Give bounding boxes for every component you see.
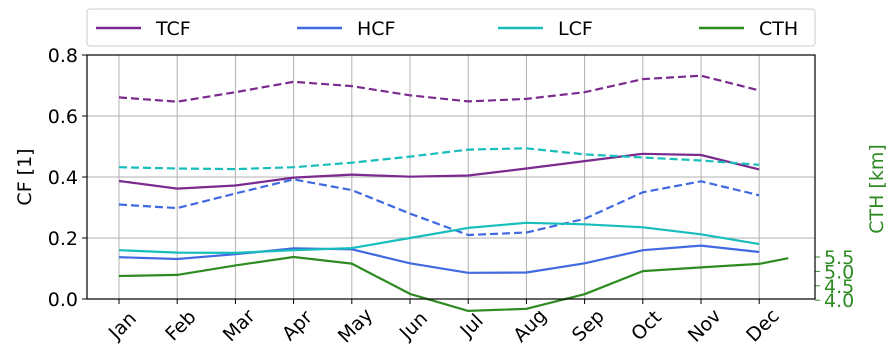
left-y-tick-label: 0.6 <box>48 106 78 128</box>
legend-label-lcf: LCF <box>558 18 593 40</box>
x-axis: Jan Feb Mar Apr May Jun Jul Aug Sep Oct Nov Dec <box>104 299 784 347</box>
x-tick-label: Oct <box>627 306 666 345</box>
x-tick-label: Sep <box>568 305 609 346</box>
x-tick-label: Jun <box>395 307 432 344</box>
x-tick-label: Dec <box>742 305 784 347</box>
left-y-tick-label: 0.8 <box>48 45 78 67</box>
left-y-tick-label: 0.0 <box>48 289 78 311</box>
plot-frame <box>86 54 816 300</box>
series-line-tcf-dashed <box>118 74 760 103</box>
series-line-lcf-dashed <box>118 147 760 171</box>
series-lines <box>118 74 789 312</box>
x-tick-label: May <box>334 304 377 347</box>
left-y-tick-label: 0.2 <box>48 228 78 250</box>
x-tick-label: Jul <box>455 310 487 342</box>
grid <box>87 54 815 300</box>
right-y-tick-label: 5.5 <box>824 247 854 269</box>
series-line-hcf-dashed <box>118 178 760 237</box>
right-y-tick-label: 5.0 <box>824 261 854 283</box>
left-y-tick-label: 0.4 <box>48 167 78 189</box>
series-line-cth-solid <box>118 255 789 312</box>
left-axis: 0.0 0.2 0.4 0.6 0.8 <box>48 45 87 311</box>
right-y-tick-label: 4.5 <box>824 276 854 298</box>
x-tick-label: Mar <box>219 305 260 346</box>
right-axis-label: CTH [km] <box>866 144 888 234</box>
x-tick-label: Jan <box>104 308 141 345</box>
series-line-tcf-solid <box>118 152 760 190</box>
x-tick-label: Nov <box>684 305 726 347</box>
legend: TCF HCF LCF CTH <box>86 8 816 47</box>
legend-box <box>86 8 816 47</box>
legend-label-tcf: TCF <box>155 18 191 40</box>
left-axis-label: CF [1] <box>14 148 36 205</box>
series-line-lcf-solid <box>118 221 760 254</box>
x-tick-label: Apr <box>278 306 317 345</box>
series-line-hcf-solid <box>118 244 760 274</box>
legend-label-cth: CTH <box>759 18 798 40</box>
legend-label-hcf: HCF <box>357 18 395 40</box>
right-axis: 4.04.55.05.5 <box>815 247 854 312</box>
right-y-tick-label: 4.0 <box>824 290 854 312</box>
x-tick-label: Aug <box>509 305 551 347</box>
x-tick-label: Feb <box>161 306 200 345</box>
